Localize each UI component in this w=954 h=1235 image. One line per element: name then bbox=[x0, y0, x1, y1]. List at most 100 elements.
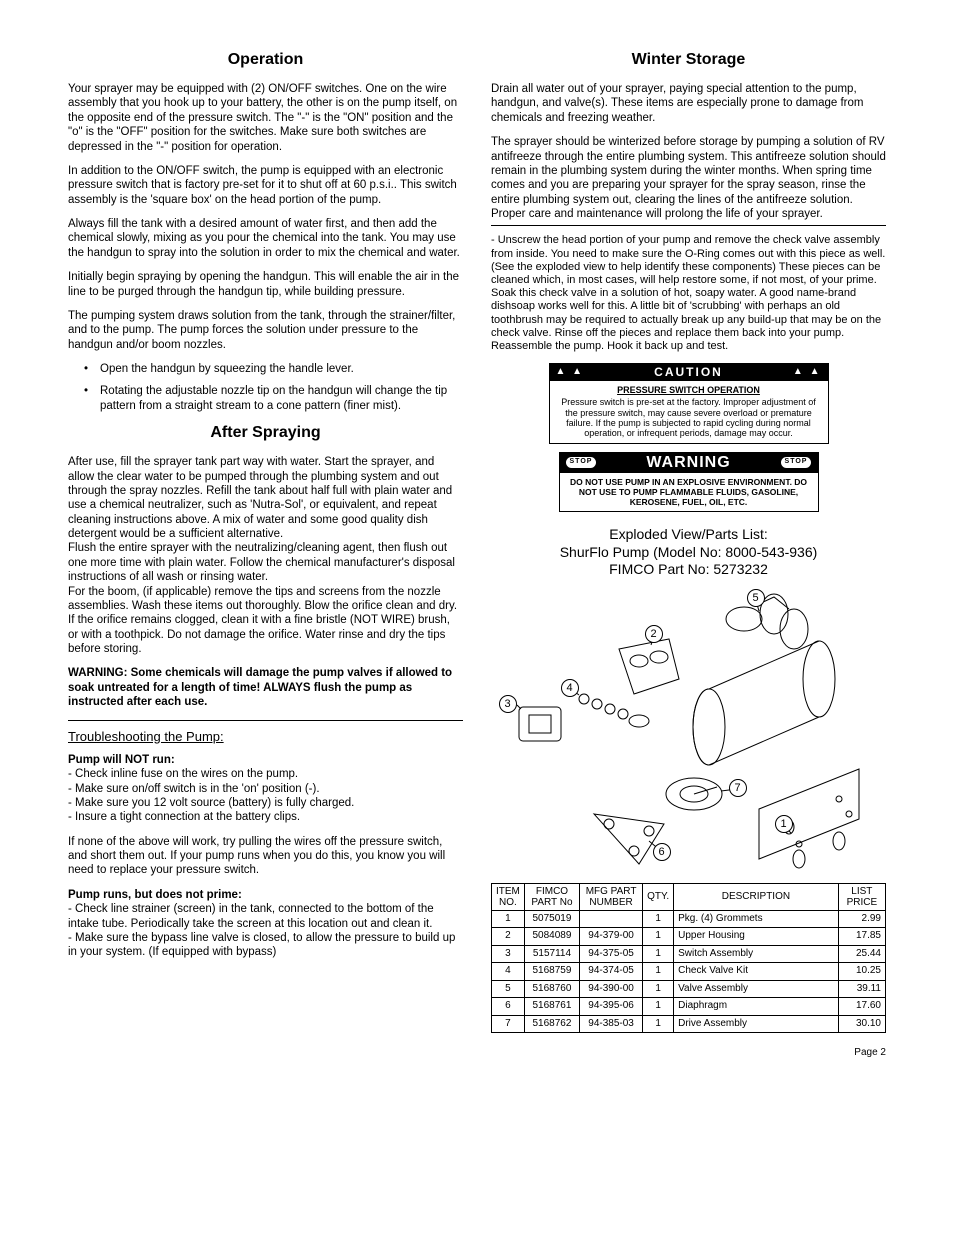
title-line: ShurFlo Pump (Model No: 8000-543-936) bbox=[491, 544, 886, 562]
th-qty: QTY. bbox=[643, 883, 674, 910]
table-cell: 3 bbox=[492, 945, 525, 963]
table-cell: Upper Housing bbox=[674, 928, 839, 946]
stop-icon: STOP bbox=[566, 457, 597, 468]
heading-after-spraying: After Spraying bbox=[68, 423, 463, 443]
callout-1: 1 bbox=[775, 815, 793, 833]
line: - Make sure you 12 volt source (battery)… bbox=[68, 796, 463, 810]
paragraph: Your sprayer may be equipped with (2) ON… bbox=[68, 82, 463, 154]
warning-paragraph: WARNING: Some chemicals will damage the … bbox=[68, 666, 463, 709]
divider bbox=[491, 225, 886, 226]
table-cell: 2.99 bbox=[838, 910, 885, 928]
right-column: Winter Storage Drain all water out of yo… bbox=[491, 50, 886, 1033]
table-cell: 1 bbox=[643, 963, 674, 981]
title-line: FIMCO Part No: 5273232 bbox=[491, 561, 886, 579]
caution-header: ▲ ▲ CAUTION ▲ ▲ bbox=[550, 364, 828, 381]
table-cell: 5075019 bbox=[524, 910, 579, 928]
callout-7: 7 bbox=[729, 779, 747, 797]
th-mfg: MFG PART NUMBER bbox=[580, 883, 643, 910]
paragraph: If none of the above will work, try pull… bbox=[68, 835, 463, 878]
table-cell: 5168760 bbox=[524, 980, 579, 998]
table-cell: 1 bbox=[643, 1015, 674, 1033]
paragraph: For the boom, (if applicable) remove the… bbox=[68, 585, 463, 657]
paragraph: After use, fill the sprayer tank part wa… bbox=[68, 455, 463, 541]
caution-subhead: PRESSURE SWITCH OPERATION bbox=[556, 385, 822, 395]
paragraph: The pumping system draws solution from t… bbox=[68, 309, 463, 352]
paragraph: The sprayer should be winterized before … bbox=[491, 135, 886, 221]
title-line: Exploded View/Parts List: bbox=[491, 526, 886, 544]
table-cell: 5084089 bbox=[524, 928, 579, 946]
table-cell: 1 bbox=[643, 910, 674, 928]
table-cell: 6 bbox=[492, 998, 525, 1016]
table-cell: 5168761 bbox=[524, 998, 579, 1016]
callout-4: 4 bbox=[561, 679, 579, 697]
subhead: Pump runs, but does not prime: bbox=[68, 888, 463, 902]
parts-table: ITEM NO. FIMCO PART No MFG PART NUMBER Q… bbox=[491, 883, 886, 1034]
table-cell: 25.44 bbox=[838, 945, 885, 963]
table-cell: 94-390-00 bbox=[580, 980, 643, 998]
table-cell: 94-374-05 bbox=[580, 963, 643, 981]
warning-header: STOP WARNING STOP bbox=[560, 453, 818, 473]
th-fimco: FIMCO PART No bbox=[524, 883, 579, 910]
table-cell: 94-385-03 bbox=[580, 1015, 643, 1033]
table-cell: Drive Assembly bbox=[674, 1015, 839, 1033]
table-cell: 17.60 bbox=[838, 998, 885, 1016]
table-cell: 5168762 bbox=[524, 1015, 579, 1033]
table-cell: Valve Assembly bbox=[674, 980, 839, 998]
table-cell: 5157114 bbox=[524, 945, 579, 963]
table-row: 4516875994-374-051Check Valve Kit10.25 bbox=[492, 963, 886, 981]
subhead: Pump will NOT run: bbox=[68, 753, 463, 767]
callout-3: 3 bbox=[499, 695, 517, 713]
table-cell: 1 bbox=[643, 998, 674, 1016]
table-row: 150750191Pkg. (4) Grommets2.99 bbox=[492, 910, 886, 928]
table-cell: 1 bbox=[643, 928, 674, 946]
line: - Check line strainer (screen) in the ta… bbox=[68, 902, 463, 931]
paragraph: In addition to the ON/OFF switch, the pu… bbox=[68, 164, 463, 207]
list-item: Rotating the adjustable nozzle tip on th… bbox=[68, 384, 463, 413]
table-cell: Check Valve Kit bbox=[674, 963, 839, 981]
table-cell: 10.25 bbox=[838, 963, 885, 981]
th-price: LIST PRICE bbox=[838, 883, 885, 910]
warning-text: DO NOT USE PUMP IN AN EXPLOSIVE ENVIRONM… bbox=[560, 473, 818, 512]
heading-operation: Operation bbox=[68, 50, 463, 70]
callout-5: 5 bbox=[747, 589, 765, 607]
table-cell: 5168759 bbox=[524, 963, 579, 981]
th-item-no: ITEM NO. bbox=[492, 883, 525, 910]
table-cell: 94-379-00 bbox=[580, 928, 643, 946]
exploded-view-diagram: 5 2 4 3 7 1 6 bbox=[499, 589, 879, 869]
table-cell: 2 bbox=[492, 928, 525, 946]
table-cell: 5 bbox=[492, 980, 525, 998]
callout-6: 6 bbox=[653, 843, 671, 861]
table-row: 2508408994-379-001Upper Housing17.85 bbox=[492, 928, 886, 946]
pump-diagram-svg bbox=[499, 589, 879, 869]
list-item: Open the handgun by squeezing the handle… bbox=[68, 362, 463, 376]
warning-box: STOP WARNING STOP DO NOT USE PUMP IN AN … bbox=[559, 452, 819, 513]
table-row: 6516876194-395-061Diaphragm17.60 bbox=[492, 998, 886, 1016]
table-cell: 1 bbox=[643, 980, 674, 998]
stop-icon: STOP bbox=[781, 457, 812, 468]
left-column: Operation Your sprayer may be equipped w… bbox=[68, 50, 463, 1033]
caution-body: PRESSURE SWITCH OPERATION Pressure switc… bbox=[550, 381, 828, 443]
table-cell: 39.11 bbox=[838, 980, 885, 998]
table-cell bbox=[580, 910, 643, 928]
th-desc: DESCRIPTION bbox=[674, 883, 839, 910]
line: - Check inline fuse on the wires on the … bbox=[68, 767, 463, 781]
table-cell: 1 bbox=[643, 945, 674, 963]
heading-winter-storage: Winter Storage bbox=[491, 50, 886, 70]
warning-triangle-icon: ▲ ▲ bbox=[556, 366, 585, 379]
table-header-row: ITEM NO. FIMCO PART No MFG PART NUMBER Q… bbox=[492, 883, 886, 910]
divider bbox=[68, 720, 463, 721]
table-cell: Diaphragm bbox=[674, 998, 839, 1016]
paragraph: Always fill the tank with a desired amou… bbox=[68, 217, 463, 260]
table-cell: Pkg. (4) Grommets bbox=[674, 910, 839, 928]
table-cell: 4 bbox=[492, 963, 525, 981]
table-cell: Switch Assembly bbox=[674, 945, 839, 963]
warning-label: WARNING bbox=[646, 453, 730, 473]
warning-triangle-icon: ▲ ▲ bbox=[793, 366, 822, 379]
callout-2: 2 bbox=[645, 625, 663, 643]
paragraph: Drain all water out of your sprayer, pay… bbox=[491, 82, 886, 125]
table-cell: 94-395-06 bbox=[580, 998, 643, 1016]
table-row: 5516876094-390-001Valve Assembly39.11 bbox=[492, 980, 886, 998]
table-cell: 7 bbox=[492, 1015, 525, 1033]
bullet-list: Open the handgun by squeezing the handle… bbox=[68, 362, 463, 413]
table-cell: 1 bbox=[492, 910, 525, 928]
